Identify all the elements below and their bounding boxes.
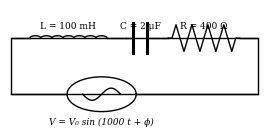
Text: C = 2 μF: C = 2 μF <box>120 22 160 31</box>
Text: L = 100 mH: L = 100 mH <box>41 22 96 31</box>
Text: R = 400 Ω: R = 400 Ω <box>180 22 228 31</box>
Text: V = V₀ sin (1000 t + ϕ): V = V₀ sin (1000 t + ϕ) <box>49 118 154 127</box>
